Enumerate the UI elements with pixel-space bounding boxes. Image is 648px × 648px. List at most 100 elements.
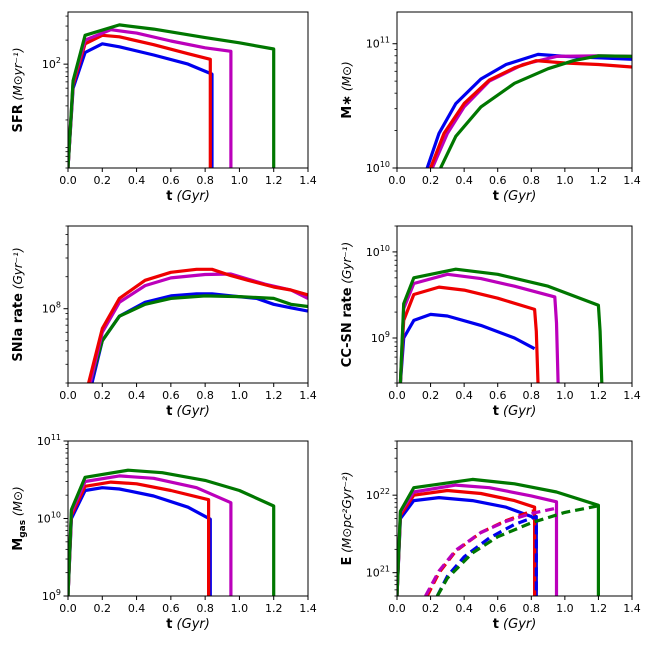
x-tick-label: 0.8 bbox=[196, 389, 214, 402]
x-tick-label: 1.4 bbox=[623, 389, 641, 402]
x-tick-label: 1.2 bbox=[265, 602, 283, 615]
series-line-blue bbox=[90, 292, 308, 383]
series-line-red bbox=[398, 285, 540, 383]
x-tick-label: 0.4 bbox=[455, 389, 473, 402]
panel-mgas: 0.0 0.2 0.4 0.6 0.8 1.0 1.2 1.4 109 1010 1011 t (Gy… bbox=[11, 433, 317, 632]
x-tick-label: 1.2 bbox=[590, 602, 608, 615]
x-tick-label: 0.2 bbox=[94, 389, 112, 402]
x-tick-label: 0.0 bbox=[388, 389, 406, 402]
series-line-blue bbox=[397, 496, 538, 596]
x-tick-label: 0.2 bbox=[422, 174, 440, 187]
x-tick-label: 1.4 bbox=[623, 602, 641, 615]
x-axis-label: t (Gyr) bbox=[166, 617, 210, 632]
panel-energy: 0.0 0.2 0.4 0.6 0.8 1.0 1.2 1.4 1021 1022 t (Gyr) E… bbox=[340, 440, 641, 632]
y-tick-label: 109 bbox=[42, 588, 61, 603]
series-line-red bbox=[397, 488, 537, 596]
y-axis-label: E (M⊙pc²Gyr⁻²) bbox=[340, 472, 355, 566]
y-tick-label: 1021 bbox=[366, 565, 390, 580]
panel-sfr: 0.0 0.2 0.4 0.6 0.8 1.0 1.2 1.4 102 t (Gyr) SFR (M… bbox=[11, 11, 317, 204]
y-axis-label: M∗ (M⊙) bbox=[340, 61, 355, 118]
x-tick-label: 0.6 bbox=[162, 389, 180, 402]
series-line-red bbox=[429, 59, 632, 168]
x-axis-label: t (Gyr) bbox=[493, 617, 537, 632]
x-tick-label: 0.8 bbox=[196, 602, 214, 615]
series-line-green bbox=[68, 468, 276, 596]
series-line-magenta bbox=[88, 272, 308, 383]
x-tick-label: 1.0 bbox=[556, 174, 574, 187]
x-tick-label: 1.2 bbox=[265, 174, 283, 187]
series-line-magenta bbox=[430, 54, 632, 168]
series-line-blue bbox=[398, 312, 536, 383]
x-tick-label: 0.8 bbox=[196, 174, 214, 187]
y-tick-label: 1011 bbox=[366, 36, 390, 51]
x-tick-label: 0.6 bbox=[489, 602, 507, 615]
panel-snia: 0.0 0.2 0.4 0.6 0.8 1.0 1.2 1.4 108 t (Gyr) SNIa r… bbox=[11, 225, 317, 419]
x-axis-label: t (Gyr) bbox=[493, 404, 537, 419]
x-tick-label: 1.2 bbox=[265, 389, 283, 402]
y-tick-label: 1011 bbox=[37, 433, 61, 448]
x-tick-label: 0.8 bbox=[523, 174, 541, 187]
series-line-green bbox=[439, 54, 632, 168]
panel-ccsn: 0.0 0.2 0.4 0.6 0.8 1.0 1.2 1.4 109 1010 t (Gyr) CC… bbox=[340, 225, 641, 419]
x-tick-label: 1.0 bbox=[231, 174, 249, 187]
x-tick-label: 0.2 bbox=[422, 389, 440, 402]
series-line-magenta bbox=[398, 272, 560, 383]
x-tick-label: 1.0 bbox=[231, 602, 249, 615]
x-tick-label: 0.0 bbox=[59, 602, 77, 615]
plot-frame bbox=[396, 11, 633, 169]
plot-frame bbox=[67, 11, 309, 169]
x-tick-label: 0.4 bbox=[455, 602, 473, 615]
x-tick-label: 1.2 bbox=[590, 174, 608, 187]
series-line-red bbox=[68, 33, 212, 168]
x-tick-label: 1.0 bbox=[556, 602, 574, 615]
x-tick-label: 0.6 bbox=[489, 174, 507, 187]
y-tick-label: 1010 bbox=[37, 511, 61, 526]
plot-frame bbox=[396, 440, 633, 597]
x-tick-label: 1.4 bbox=[299, 174, 317, 187]
series-group bbox=[68, 468, 276, 596]
x-tick-label: 0.6 bbox=[162, 602, 180, 615]
x-tick-label: 1.0 bbox=[231, 389, 249, 402]
y-axis-label: SNIa rate (Gyr⁻¹) bbox=[11, 247, 26, 361]
series-line-green bbox=[398, 267, 604, 383]
x-tick-label: 1.4 bbox=[299, 602, 317, 615]
series-group bbox=[68, 23, 276, 168]
panel-mstar: 0.0 0.2 0.4 0.6 0.8 1.0 1.2 1.4 1010 1011 t (Gyr) M… bbox=[340, 11, 641, 204]
y-tick-label: 1022 bbox=[366, 487, 390, 502]
x-tick-label: 1.2 bbox=[590, 389, 608, 402]
x-tick-label: 0.4 bbox=[455, 174, 473, 187]
series-group bbox=[425, 52, 632, 168]
x-tick-label: 1.4 bbox=[623, 174, 641, 187]
series-group bbox=[397, 477, 600, 596]
x-tick-label: 0.0 bbox=[59, 389, 77, 402]
x-tick-label: 0.4 bbox=[128, 389, 146, 402]
x-tick-label: 0.8 bbox=[523, 602, 541, 615]
x-tick-label: 0.4 bbox=[128, 602, 146, 615]
x-tick-label: 0.2 bbox=[94, 602, 112, 615]
series-line-magenta-dashed bbox=[424, 506, 557, 596]
series-line-green-dashed bbox=[435, 504, 599, 596]
x-tick-label: 0.2 bbox=[422, 602, 440, 615]
series-line-red bbox=[68, 480, 211, 596]
series-line-red bbox=[87, 267, 308, 383]
series-line-green bbox=[88, 294, 308, 383]
x-tick-label: 0.8 bbox=[523, 389, 541, 402]
x-tick-label: 1.0 bbox=[556, 389, 574, 402]
series-line-blue bbox=[68, 42, 214, 168]
y-tick-label: 109 bbox=[371, 330, 390, 345]
x-tick-label: 0.0 bbox=[388, 174, 406, 187]
x-axis-label: t (Gyr) bbox=[166, 404, 210, 419]
plot-frame bbox=[67, 225, 309, 384]
x-tick-label: 0.2 bbox=[94, 174, 112, 187]
x-tick-label: 1.4 bbox=[299, 389, 317, 402]
x-tick-label: 0.6 bbox=[162, 174, 180, 187]
y-tick-label: 1010 bbox=[366, 160, 390, 175]
y-axis-label: SFR (M⊙yr⁻¹) bbox=[11, 47, 26, 132]
plot-frame bbox=[67, 440, 309, 597]
x-tick-label: 0.6 bbox=[489, 389, 507, 402]
x-tick-label: 0.0 bbox=[388, 602, 406, 615]
plot-frame bbox=[396, 225, 633, 384]
y-tick-label: 102 bbox=[42, 56, 61, 71]
y-tick-label: 1010 bbox=[366, 244, 390, 259]
